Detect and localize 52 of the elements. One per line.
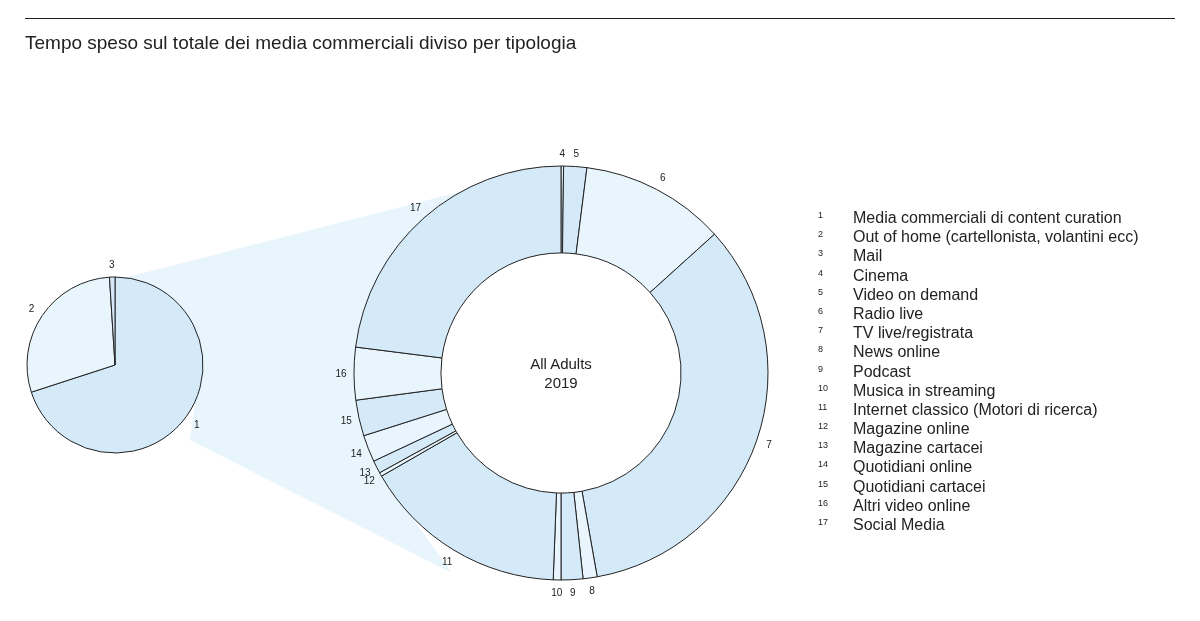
slice-label: 16 — [335, 368, 347, 380]
category-label: 4 — [818, 267, 824, 278]
slice-label: 2 — [28, 302, 35, 314]
category-label: 15 — [818, 478, 829, 489]
text: Quotidiani cartacei — [853, 477, 986, 495]
category-label: 5 — [818, 286, 824, 297]
text: Musica in streaming — [853, 381, 996, 399]
category-label: 1 — [818, 210, 824, 220]
category-label: 10 — [818, 382, 829, 393]
slice-label: 3 — [109, 258, 116, 270]
slice-label: 11 — [442, 555, 453, 567]
category-label: 2 — [818, 229, 824, 240]
category-label: 17 — [818, 517, 829, 527]
category-label: 9 — [818, 363, 824, 374]
category-label: 12 — [818, 421, 829, 432]
slice-label: 8 — [589, 585, 596, 597]
category-label: 16 — [818, 497, 829, 508]
text: Out of home (cartellonista, volantini ecc) — [853, 228, 1139, 246]
text: Social Media — [853, 516, 945, 533]
slice-label: 9 — [569, 587, 576, 599]
category-label: 14 — [818, 459, 829, 470]
text: Quotidiani online — [853, 458, 973, 476]
slice-label: 10 — [551, 587, 563, 599]
slice-label: 7 — [766, 438, 773, 450]
text: Radio live — [853, 304, 924, 322]
category-label: 8 — [818, 344, 824, 355]
text: Video on demand — [853, 285, 979, 303]
slice-label: 14 — [350, 447, 363, 459]
category-label: 13 — [818, 440, 829, 451]
slice-label: 5 — [573, 148, 580, 160]
category-label: 11 — [818, 401, 828, 412]
slice-label: 17 — [409, 202, 422, 214]
text: Magazine cartacei — [853, 439, 983, 457]
category-label: 6 — [818, 305, 824, 316]
slice-label: 15 — [340, 415, 353, 427]
text: Internet classico (Motori di ricerca) — [853, 400, 1098, 418]
text: Altri video online — [853, 496, 971, 514]
text: 2019 — [544, 373, 578, 392]
text: Tempo speso sul totale dei media commerciali diviso per tipologia — [25, 32, 577, 54]
slice-label: 1 — [193, 418, 200, 430]
text: Podcast — [853, 362, 911, 380]
category-label: 3 — [818, 248, 824, 259]
text: TV live/registrata — [853, 324, 974, 342]
text: News online — [853, 343, 941, 361]
text: Cinema — [853, 266, 909, 284]
slice-label: 6 — [659, 172, 666, 184]
text: Magazine online — [853, 420, 970, 438]
text: All Adults — [530, 354, 592, 373]
slice-label: 7 — [818, 325, 824, 336]
text: Media commerciali di content curation — [853, 209, 1122, 226]
text: Mail — [853, 247, 883, 265]
slice-label: 4 — [559, 147, 566, 159]
